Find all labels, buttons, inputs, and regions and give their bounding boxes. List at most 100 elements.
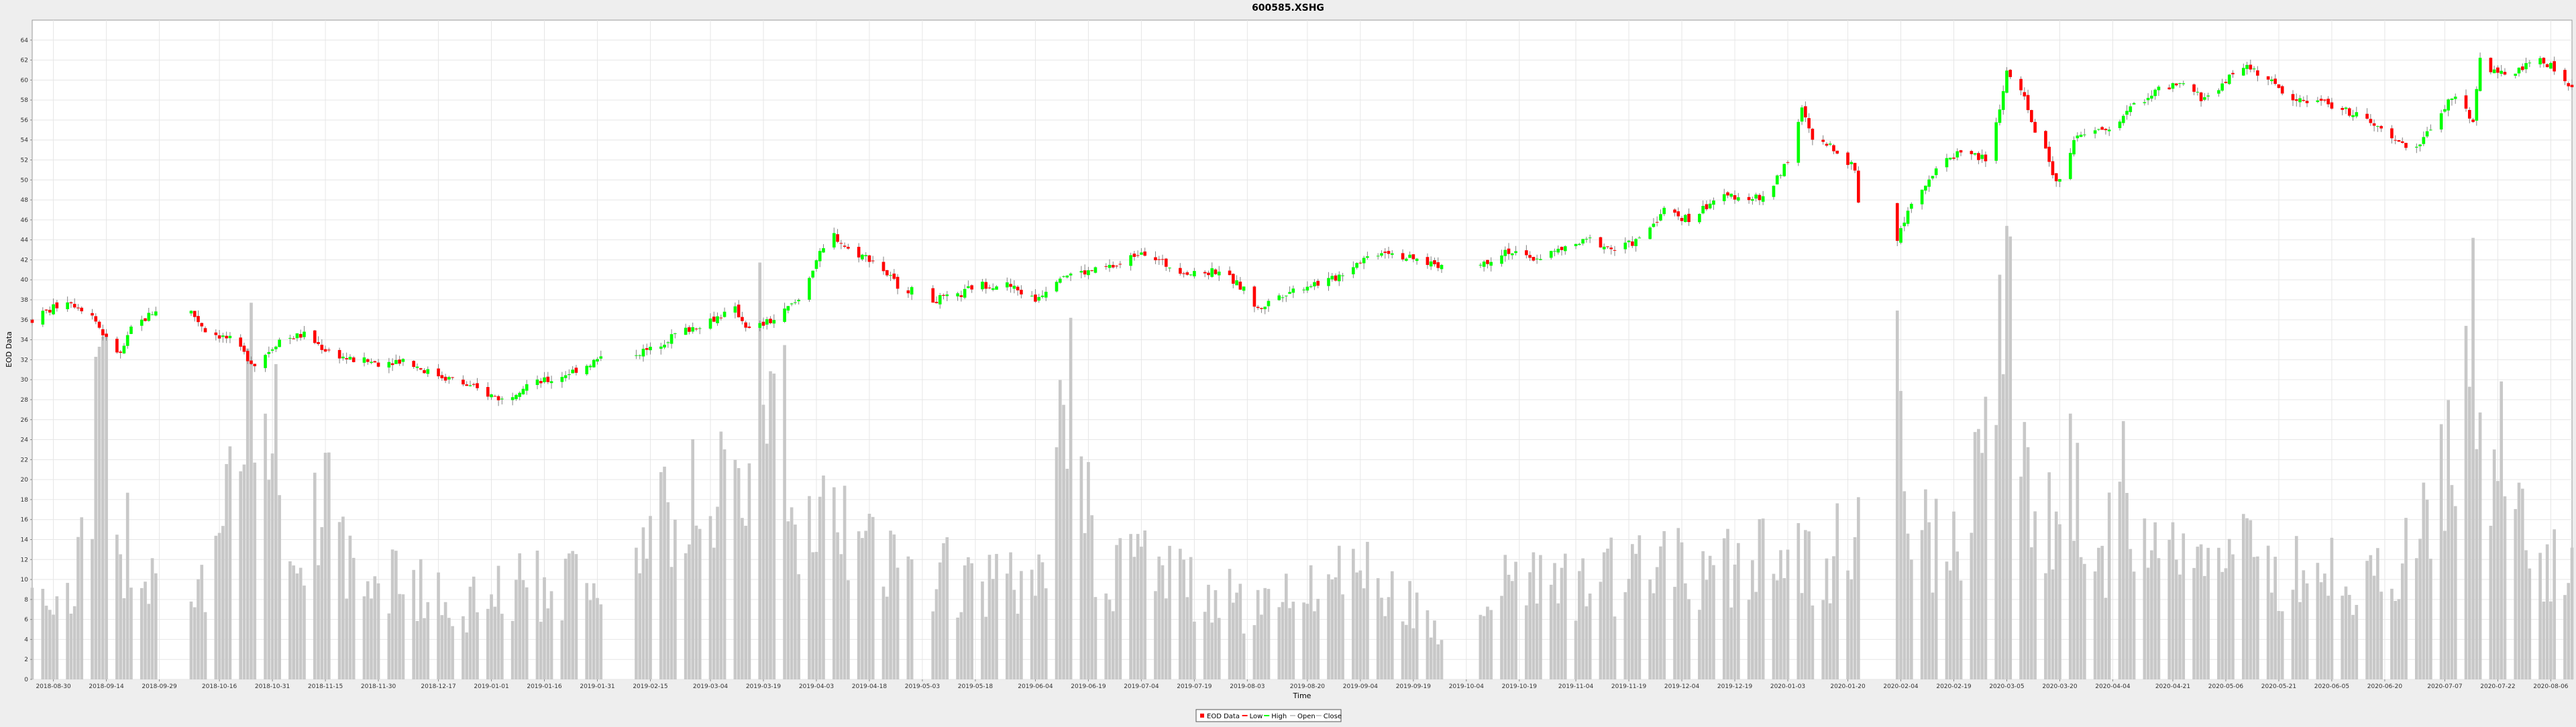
volume-bar xyxy=(2008,236,2012,679)
candle-up xyxy=(1556,248,1560,253)
volume-bar xyxy=(1786,549,1790,679)
candle-up xyxy=(2227,74,2231,85)
volume-bar xyxy=(574,554,578,679)
volume-bar xyxy=(1235,592,1238,679)
candle-up xyxy=(1069,273,1073,276)
volume-bar xyxy=(2400,563,2404,679)
volume-bar xyxy=(2132,571,2136,679)
candle-down xyxy=(239,337,242,347)
volume-bar xyxy=(2545,544,2549,679)
candle-up xyxy=(1712,200,1715,205)
candle-up xyxy=(543,377,546,382)
candle-up xyxy=(1623,242,1627,249)
volume-bar xyxy=(2249,520,2253,679)
volume-bar xyxy=(1337,545,1341,679)
x-tick-label: 2020-06-20 xyxy=(2367,683,2403,690)
volume-bar xyxy=(317,565,320,679)
x-tick-label: 2019-10-19 xyxy=(1502,683,1538,690)
volume-bar xyxy=(959,612,963,679)
volume-bar xyxy=(270,453,274,679)
candle-down xyxy=(94,316,98,322)
volume-bar xyxy=(1217,618,1221,679)
volume-bar xyxy=(2019,476,2023,679)
candle-up xyxy=(1638,237,1642,239)
volume-bar xyxy=(2044,573,2047,679)
candle-up xyxy=(1291,288,1295,293)
volume-bar xyxy=(2026,447,2030,679)
volume-bar xyxy=(991,579,995,679)
volume-bar xyxy=(758,262,762,679)
candle-down xyxy=(1970,151,1974,154)
volume-bar xyxy=(1055,447,1059,679)
candle-down xyxy=(1009,284,1012,287)
candle-up xyxy=(1108,264,1112,268)
candle-up xyxy=(518,392,521,397)
y-tick-label: 6 xyxy=(24,617,28,624)
candle-down xyxy=(1260,308,1263,309)
candle-down xyxy=(892,273,896,279)
volume-bar xyxy=(708,516,712,679)
candle-up xyxy=(1362,258,1366,264)
volume-bar xyxy=(1599,581,1603,679)
volume-bar xyxy=(440,615,444,679)
candle-down xyxy=(2326,99,2330,105)
candle-down xyxy=(688,327,691,332)
volume-bar xyxy=(1401,621,1405,679)
volume-bar xyxy=(154,573,158,679)
candle-down xyxy=(1401,253,1405,260)
candle-down xyxy=(1687,213,1690,223)
candle-down xyxy=(2104,129,2108,131)
y-tick-label: 20 xyxy=(21,477,29,484)
volume-bar xyxy=(394,551,398,679)
candle-up xyxy=(1899,228,1902,243)
volume-bar xyxy=(1609,537,1613,679)
volume-bar xyxy=(843,486,847,679)
candle-up xyxy=(2524,63,2528,70)
candle-down xyxy=(1387,251,1391,254)
volume-bar xyxy=(663,466,666,679)
candle-down xyxy=(327,349,331,351)
y-tick-label: 30 xyxy=(21,377,29,384)
candle-up xyxy=(588,366,592,368)
candle-down xyxy=(2394,139,2398,141)
x-tick-label: 2018-12-17 xyxy=(421,683,455,690)
volume-bar xyxy=(203,612,207,679)
candle-down xyxy=(472,384,476,385)
y-axis: 0246810121416182022242628303234363840424… xyxy=(21,38,32,683)
volume-bar xyxy=(189,601,193,679)
volume-bar xyxy=(1895,311,1899,679)
candle-up xyxy=(2206,95,2210,97)
candle-down xyxy=(203,328,207,333)
volume-bar xyxy=(320,526,324,679)
volume-bar xyxy=(2129,549,2133,679)
volume-bar xyxy=(52,614,55,679)
candle-up xyxy=(2093,130,2097,134)
candle-up xyxy=(2076,135,2080,139)
candle-up xyxy=(267,351,271,354)
volume-bar xyxy=(931,611,935,679)
volume-bar xyxy=(981,581,984,679)
volume-bar xyxy=(2143,518,2147,679)
legend: EOD Data Low High Open Close xyxy=(1195,709,1342,722)
volume-bar xyxy=(2319,582,2323,679)
volume-bar xyxy=(362,596,366,679)
volume-bar xyxy=(122,598,126,679)
volume-bar xyxy=(811,552,815,679)
volume-bar xyxy=(437,572,440,679)
candle-down xyxy=(465,384,468,386)
candle-up xyxy=(1980,154,1984,159)
candle-down xyxy=(91,313,94,316)
candle-up xyxy=(2241,68,2245,76)
candle-up xyxy=(1510,253,1514,256)
candle-up xyxy=(2058,179,2061,182)
candle-down xyxy=(1758,194,1762,201)
volume-bar xyxy=(1931,592,1935,679)
legend-label: High xyxy=(1271,713,1287,720)
candle-down xyxy=(2330,102,2334,109)
candle-up xyxy=(1193,271,1196,277)
candle-down xyxy=(144,318,147,321)
candle-up xyxy=(1263,306,1267,310)
volume-bar xyxy=(1821,600,1825,679)
candle-up xyxy=(2068,152,2072,179)
candle-down xyxy=(1895,203,1899,241)
